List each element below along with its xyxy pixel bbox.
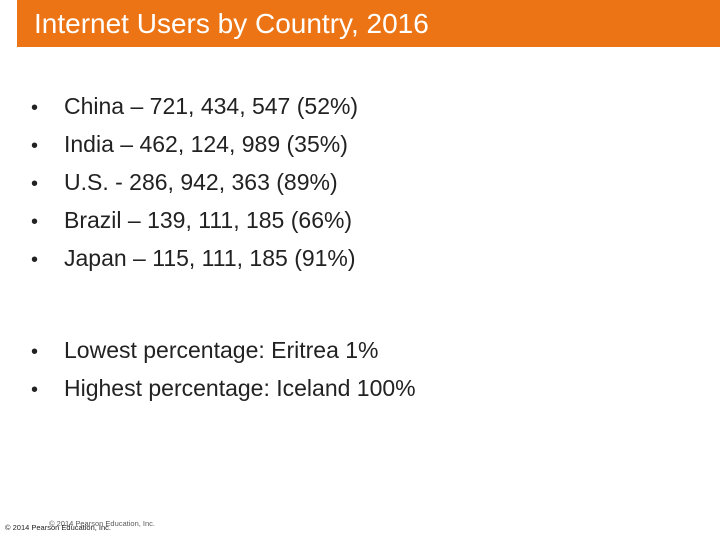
list-item-text: Brazil – 139, 111, 185 (66%): [64, 207, 353, 233]
list-item-highest: • Highest percentage: Iceland 100%: [30, 375, 416, 413]
copyright-text-back: © 2014 Pearson Education, Inc.: [49, 519, 156, 528]
bullet-icon: •: [31, 211, 39, 233]
list-item-japan: • Japan – 115, 111, 185 (91%): [30, 245, 358, 283]
extremes-list: • Lowest percentage: Eritrea 1% • Highes…: [30, 337, 416, 413]
list-item-text: Lowest percentage: Eritrea 1%: [64, 337, 379, 363]
bullet-icon: •: [31, 341, 39, 363]
bullet-icon: •: [31, 97, 39, 119]
copyright-footer: © 2014 Pearson Education, Inc. © 2014 Pe…: [5, 519, 205, 535]
list-item-text: U.S. - 286, 942, 363 (89%): [64, 169, 338, 195]
copyright-text: © 2014 Pearson Education, Inc.: [5, 523, 112, 532]
list-item-text: Japan – 115, 111, 185 (91%): [64, 245, 356, 271]
list-item-china: • China – 721, 434, 547 (52%): [30, 93, 358, 131]
list-item-lowest: • Lowest percentage: Eritrea 1%: [30, 337, 416, 375]
list-item-brazil: • Brazil – 139, 111, 185 (66%): [30, 207, 358, 245]
slide-title: Internet Users by Country, 2016: [34, 7, 429, 39]
bullet-icon: •: [31, 173, 39, 195]
bullet-icon: •: [31, 135, 39, 157]
list-item-text: China – 721, 434, 547 (52%): [64, 93, 359, 119]
list-item-text: Highest percentage: Iceland 100%: [64, 375, 416, 401]
list-item-us: • U.S. - 286, 942, 363 (89%): [30, 169, 358, 207]
list-item-text: India – 462, 124, 989 (35%): [64, 131, 348, 157]
bullet-icon: •: [31, 249, 39, 271]
list-item-india: • India – 462, 124, 989 (35%): [30, 131, 358, 169]
country-list: • China – 721, 434, 547 (52%) • India – …: [30, 93, 358, 283]
bullet-icon: •: [31, 379, 39, 401]
title-bar: Internet Users by Country, 2016: [17, 0, 720, 47]
